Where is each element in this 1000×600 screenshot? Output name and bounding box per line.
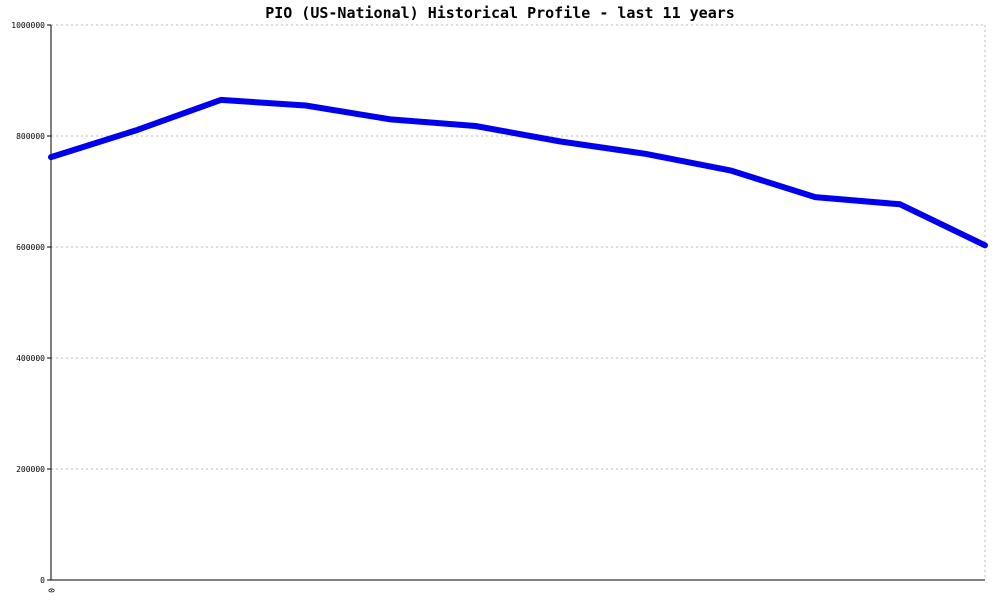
y-tick-label: 200000 — [16, 465, 45, 474]
y-tick-label: 0 — [40, 576, 45, 585]
y-tick-label: 1000000 — [11, 21, 45, 30]
series-layer — [48, 96, 988, 249]
y-tick-label: 600000 — [16, 243, 45, 252]
x-tick-label: 0 — [47, 588, 56, 593]
axes — [47, 24, 985, 581]
chart-title: PIO (US-National) Historical Profile - l… — [265, 4, 735, 22]
y-tick-label: 400000 — [16, 354, 45, 363]
y-tick-label: 800000 — [16, 132, 45, 141]
series-line — [48, 96, 988, 249]
tick-labels: 0 200000 400000 600000 800000 1000000 0 — [11, 21, 55, 593]
